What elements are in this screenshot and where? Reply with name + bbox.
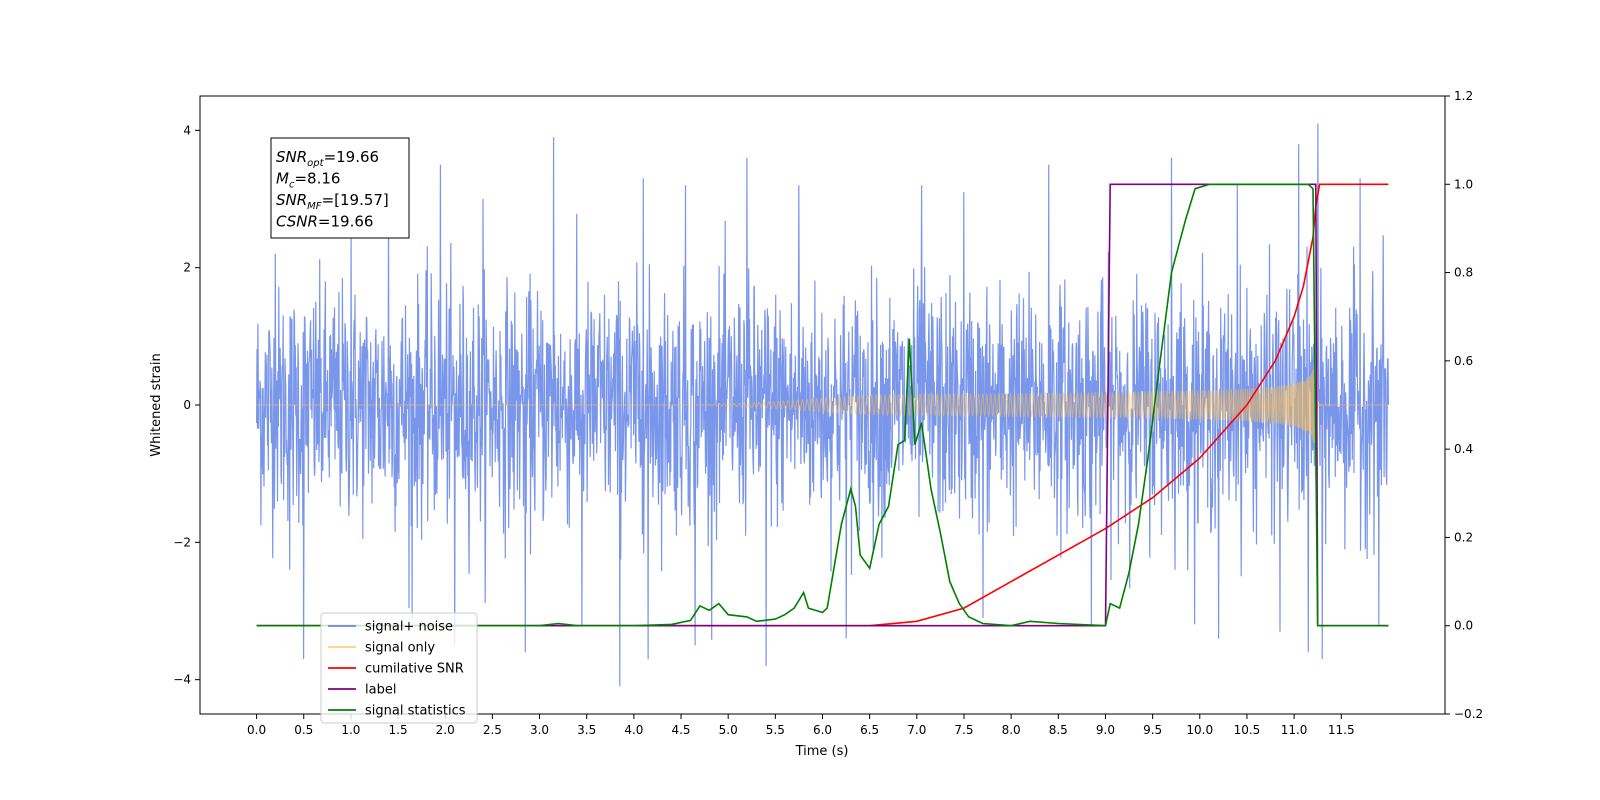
annotation-box: SNRopt=19.66Mc=8.16SNRMF=[19.57]CSNR=19.… (270, 137, 410, 239)
y2-tick-label: 1.2 (1454, 89, 1473, 103)
x-tick-label: 1.5 (389, 723, 408, 737)
annotation-line: CSNR=19.66 (276, 213, 373, 231)
x-tick-label: 6.5 (860, 723, 879, 737)
x-tick-label: 5.5 (766, 723, 785, 737)
y2-tick-label: 0.2 (1454, 530, 1473, 544)
ticks: 0.0 0.5 1.0 1.5 2.0 2.5 3.0 3.5 4.0 4.5 5.0 5.5 6.0 6… (173, 89, 1483, 737)
legend-label: cumilative SNR (365, 662, 464, 677)
y2-tick-label: 0.6 (1454, 354, 1473, 368)
x-tick-label: 2.0 (436, 723, 455, 737)
y-axis-label: Whitened strain (149, 353, 164, 456)
y-tick-label: −4 (173, 673, 191, 687)
x-tick-label: 4.5 (671, 723, 690, 737)
x-tick-label: 1.0 (341, 723, 360, 737)
legend-frame (320, 612, 478, 724)
y-tick-label: −2 (173, 535, 191, 549)
y-tick-label: 2 (183, 261, 191, 275)
series-signal-only (256, 355, 1389, 460)
series-signal-statistics (256, 183, 1389, 627)
x-tick-label: 8.0 (1002, 723, 1021, 737)
x-tick-label: 10.5 (1234, 723, 1261, 737)
annotation-line: SNRopt=19.66 (276, 148, 379, 169)
annotation-line: Mc=8.16 (276, 170, 340, 191)
legend: signal+ noise signal only cumilative SNR la… (320, 612, 478, 724)
x-tick-label: 9.5 (1143, 723, 1162, 737)
x-tick-label: 3.0 (530, 723, 549, 737)
legend-label: signal statistics (365, 704, 466, 719)
x-tick-label: 7.5 (954, 723, 973, 737)
annotation-line: SNRMF=[19.57] (276, 191, 389, 212)
x-axis-label: Time (s) (795, 744, 849, 759)
x-tick-label: 11.0 (1281, 723, 1308, 737)
y2-tick-label: 1.0 (1454, 177, 1473, 191)
x-tick-label: 8.5 (1049, 723, 1068, 737)
x-tick-label: 3.5 (577, 723, 596, 737)
x-tick-label: 5.0 (719, 723, 738, 737)
x-tick-label: 2.5 (483, 723, 502, 737)
legend-label: signal only (365, 641, 435, 656)
x-tick-label: 0.5 (294, 723, 313, 737)
y-tick-label: 0 (183, 398, 191, 412)
x-tick-label: 4.0 (624, 723, 643, 737)
legend-label: signal+ noise (365, 620, 453, 635)
y2-tick-label: 0.8 (1454, 266, 1473, 280)
annotation-frame (270, 137, 410, 239)
x-tick-label: 7.0 (907, 723, 926, 737)
y2-tick-label: 0.0 (1454, 619, 1473, 633)
plot-area (256, 123, 1389, 687)
x-tick-label: 10.0 (1186, 723, 1213, 737)
legend-label: label (365, 683, 396, 698)
y2-tick-label: 0.4 (1454, 442, 1473, 456)
x-tick-label: 6.0 (813, 723, 832, 737)
y2-tick-label: −0.2 (1454, 707, 1483, 721)
x-tick-label: 9.0 (1096, 723, 1115, 737)
x-tick-label: 11.5 (1328, 723, 1355, 737)
x-tick-label: 0.0 (247, 723, 266, 737)
y-tick-label: 4 (183, 123, 191, 137)
